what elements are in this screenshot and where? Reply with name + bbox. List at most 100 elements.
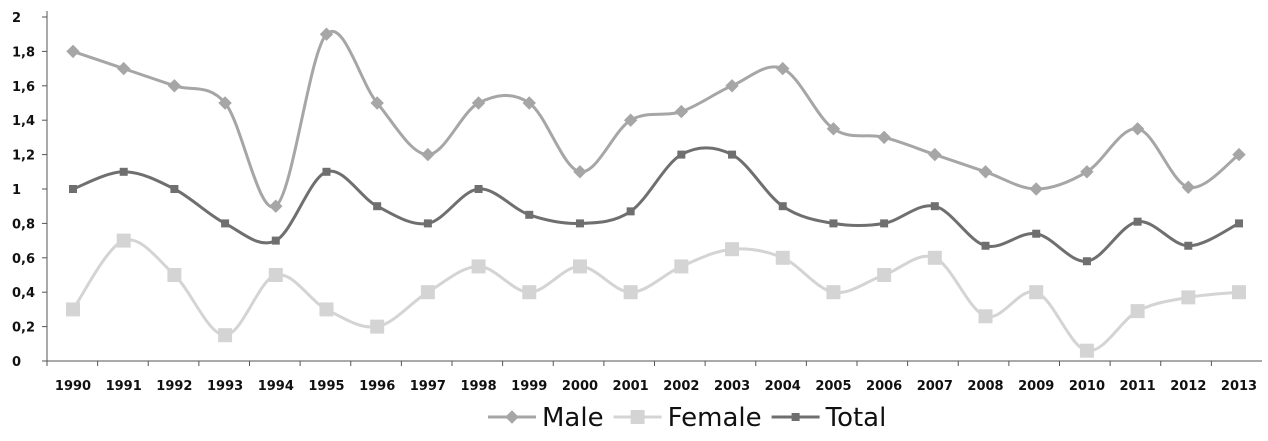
x-tick-label: 1999: [511, 379, 547, 394]
male-legend-label: Male: [542, 403, 604, 433]
total-series-line: [72, 146, 1240, 263]
x-tick-label: 2008: [967, 379, 1003, 394]
total-data-point: [981, 241, 990, 250]
x-tick-label: 2004: [765, 379, 801, 394]
series-markers: [66, 27, 1246, 358]
x-tick-label: 2013: [1221, 379, 1257, 394]
total-data-point: [930, 202, 939, 211]
x-tick-label: 1993: [207, 379, 243, 394]
total-data-point: [1184, 241, 1193, 250]
x-tick-label: 1991: [106, 379, 142, 394]
female-data-point: [623, 285, 638, 300]
male-data-point: [573, 165, 587, 179]
total-data-point: [677, 150, 686, 159]
male-data-point: [218, 96, 232, 110]
x-tick-label: 2006: [866, 379, 902, 394]
y-tick-label: 0: [12, 355, 21, 370]
x-tick-label: 2007: [917, 379, 953, 394]
female-data-point: [674, 259, 689, 274]
total-data-point: [1082, 257, 1091, 266]
total-data-point: [728, 150, 737, 159]
male-data-point: [167, 79, 182, 93]
legend: Male Female Total: [488, 403, 886, 433]
x-tick-label: 1998: [460, 379, 496, 394]
x-tick-label: 2003: [714, 379, 750, 394]
female-data-point: [522, 285, 537, 300]
y-tick-label: 1,2: [12, 149, 35, 164]
series-lines: [71, 29, 1240, 353]
x-tick-label: 1995: [308, 379, 344, 394]
female-data-point: [1181, 290, 1196, 305]
female-data-point: [877, 268, 892, 282]
x-tick-label: 1997: [410, 379, 446, 394]
x-tick-label: 2000: [562, 379, 598, 394]
male-data-point: [522, 96, 536, 110]
male-data-point: [1232, 147, 1246, 162]
female-data-point: [826, 285, 841, 300]
total-data-point: [626, 207, 635, 216]
y-tick-label: 1,4: [12, 114, 35, 129]
male-data-point: [1181, 180, 1196, 194]
x-tick-label: 1990: [55, 379, 91, 394]
male-data-point: [116, 61, 131, 76]
total-data-point: [119, 167, 128, 176]
y-tick-label: 2: [12, 11, 21, 26]
y-tick-label: 1,6: [12, 80, 35, 95]
y-tick-labels: 0 0,2 0,4 0,6 0,8 1 1,2 1,4 1,6 1,8 2: [12, 11, 47, 370]
male-data-point: [319, 27, 334, 41]
y-tick-label: 1,8: [12, 45, 35, 60]
total-data-point: [880, 219, 889, 228]
x-tick-labels: 1990 1991 1992 1993 1994 1995 1996 1997 1998 1999…: [46, 361, 1257, 394]
male-data-point: [674, 104, 689, 119]
female-data-point: [1079, 343, 1094, 358]
female-legend-label: Female: [668, 403, 762, 433]
y-tick-label: 0,6: [12, 252, 35, 267]
total-data-point: [271, 236, 280, 245]
male-data-point: [471, 96, 486, 110]
female-data-point: [66, 302, 80, 317]
female-data-point: [725, 242, 740, 257]
female-data-point: [978, 309, 993, 324]
total-data-point: [221, 219, 230, 228]
female-data-point: [572, 259, 587, 274]
male-data-point: [776, 61, 790, 76]
y-tick-label: 0,4: [12, 286, 35, 301]
female-data-point: [1232, 285, 1246, 300]
male-data-point: [928, 147, 942, 162]
female-data-point: [167, 268, 182, 282]
male-data-point: [1080, 165, 1094, 179]
y-tick-label: 1: [12, 183, 21, 198]
male-data-point: [725, 79, 739, 93]
total-data-point: [829, 219, 838, 228]
total-legend-marker: [791, 413, 800, 421]
x-tick-label: 1994: [258, 379, 294, 394]
male-legend-marker: [505, 410, 519, 424]
male-data-point: [421, 147, 435, 162]
female-data-point: [370, 319, 385, 334]
female-data-point: [218, 328, 233, 343]
male-data-point: [826, 122, 841, 136]
female-data-point: [775, 250, 790, 265]
female-data-point: [319, 302, 334, 317]
total-data-point: [322, 167, 331, 176]
female-data-point: [927, 250, 942, 265]
x-tick-label: 2011: [1120, 379, 1156, 394]
total-data-point: [525, 210, 534, 219]
total-data-point: [1133, 217, 1142, 226]
x-tick-label: 2012: [1170, 379, 1206, 394]
x-tick-label: 2001: [613, 379, 649, 394]
total-data-point: [170, 185, 179, 193]
total-data-point: [69, 185, 77, 193]
x-tick-label: 1992: [156, 379, 192, 394]
female-data-point: [268, 268, 283, 282]
x-tick-label: 2002: [663, 379, 699, 394]
total-data-point: [575, 219, 584, 228]
x-tick-label: 2009: [1018, 379, 1054, 394]
x-tick-label: 2010: [1069, 379, 1105, 394]
total-data-point: [778, 202, 787, 211]
male-data-point: [66, 44, 80, 59]
female-data-point: [116, 233, 131, 248]
total-data-point: [1032, 229, 1041, 238]
female-data-point: [1130, 304, 1145, 319]
